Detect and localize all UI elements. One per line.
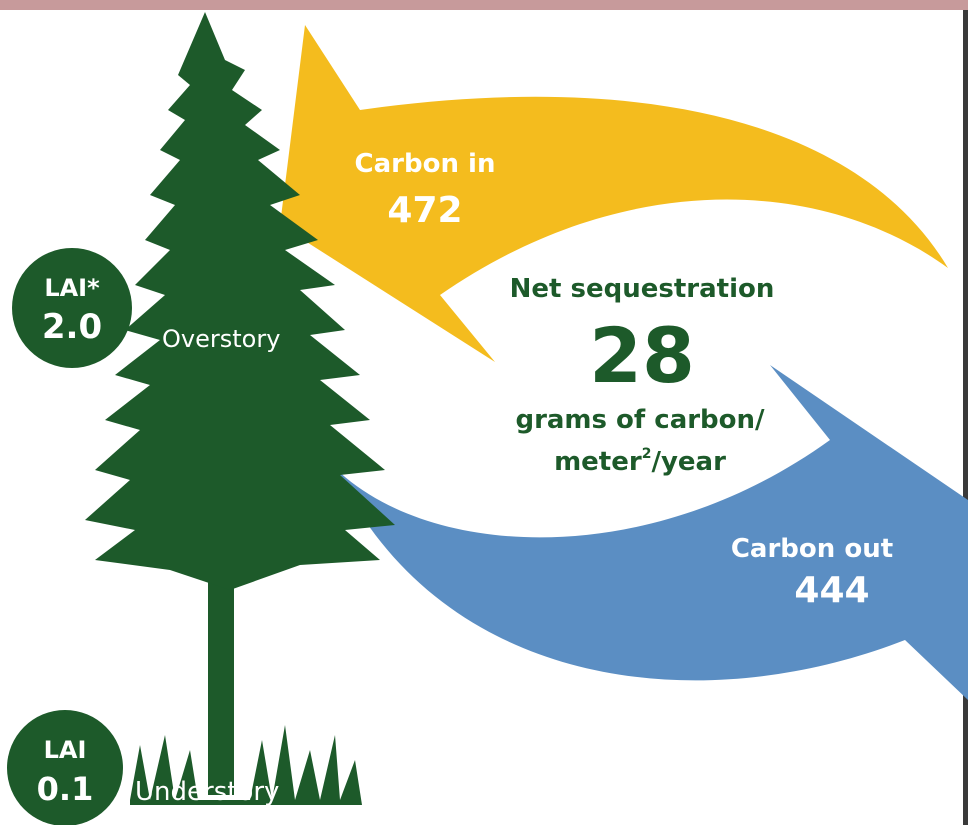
right-border bbox=[963, 10, 968, 825]
understory-lai-label: LAI bbox=[44, 736, 87, 764]
top-bar bbox=[0, 0, 968, 10]
understory-lai-value: 0.1 bbox=[37, 770, 94, 808]
overstory-label: Overstory bbox=[162, 325, 280, 353]
overstory-lai-value: 2.0 bbox=[42, 307, 102, 347]
understory-lai-circle bbox=[7, 710, 123, 825]
understory-label: Understory bbox=[135, 777, 279, 807]
carbon-out-value: 444 bbox=[794, 570, 869, 611]
overstory-lai-label: LAI* bbox=[44, 274, 100, 302]
net-unit-line1: grams of carbon/ bbox=[515, 405, 765, 435]
carbon-out-label: Carbon out bbox=[731, 534, 893, 564]
net-unit-year: /year bbox=[651, 447, 726, 477]
net-unit-line2: meter2/year bbox=[554, 446, 726, 477]
carbon-in-value: 472 bbox=[387, 190, 462, 231]
overstory-lai-circle bbox=[12, 248, 132, 368]
net-value: 28 bbox=[589, 311, 695, 400]
carbon-in-label: Carbon in bbox=[355, 149, 496, 179]
carbon-out-arrow bbox=[335, 365, 968, 700]
net-unit-meter: meter bbox=[554, 447, 642, 477]
tree bbox=[85, 12, 395, 805]
net-unit-sup: 2 bbox=[642, 446, 652, 462]
net-label: Net sequestration bbox=[510, 274, 775, 304]
carbon-in-arrow bbox=[280, 25, 948, 362]
